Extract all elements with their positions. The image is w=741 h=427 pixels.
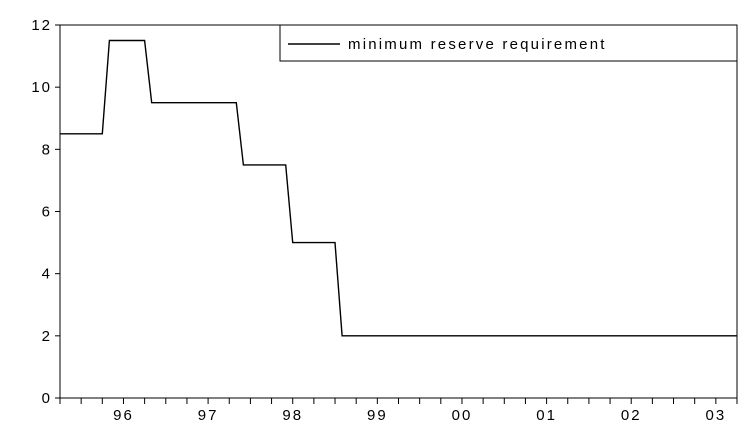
x-tick-label: 00 <box>452 407 473 424</box>
x-tick-label: 02 <box>621 407 642 424</box>
y-tick-label: 0 <box>42 390 52 407</box>
x-tick-label: 96 <box>113 407 134 424</box>
y-tick-label: 2 <box>42 328 52 345</box>
x-axis: 96 97 98 99 00 01 02 03 <box>59 398 738 424</box>
y-tick-label: 4 <box>42 266 52 283</box>
y-tick-label: 10 <box>31 79 52 96</box>
x-tick-label: 03 <box>706 407 727 424</box>
legend-box <box>279 24 738 62</box>
series-layer <box>60 39 737 337</box>
series-line-0 <box>60 39 737 337</box>
y-axis: 0 2 4 6 8 10 12 <box>31 17 60 407</box>
y-tick-label: 12 <box>31 17 52 34</box>
x-tick-label: 98 <box>282 407 303 424</box>
legend: minimum reserve requirement <box>279 24 738 62</box>
x-tick-label: 01 <box>536 407 557 424</box>
x-tick-label: 97 <box>198 407 219 424</box>
legend-label: minimum reserve requirement <box>348 36 607 53</box>
x-tick-label: 99 <box>367 407 388 424</box>
plot-area <box>59 24 738 399</box>
y-tick-label: 8 <box>42 141 52 158</box>
y-tick-label: 6 <box>42 204 52 221</box>
